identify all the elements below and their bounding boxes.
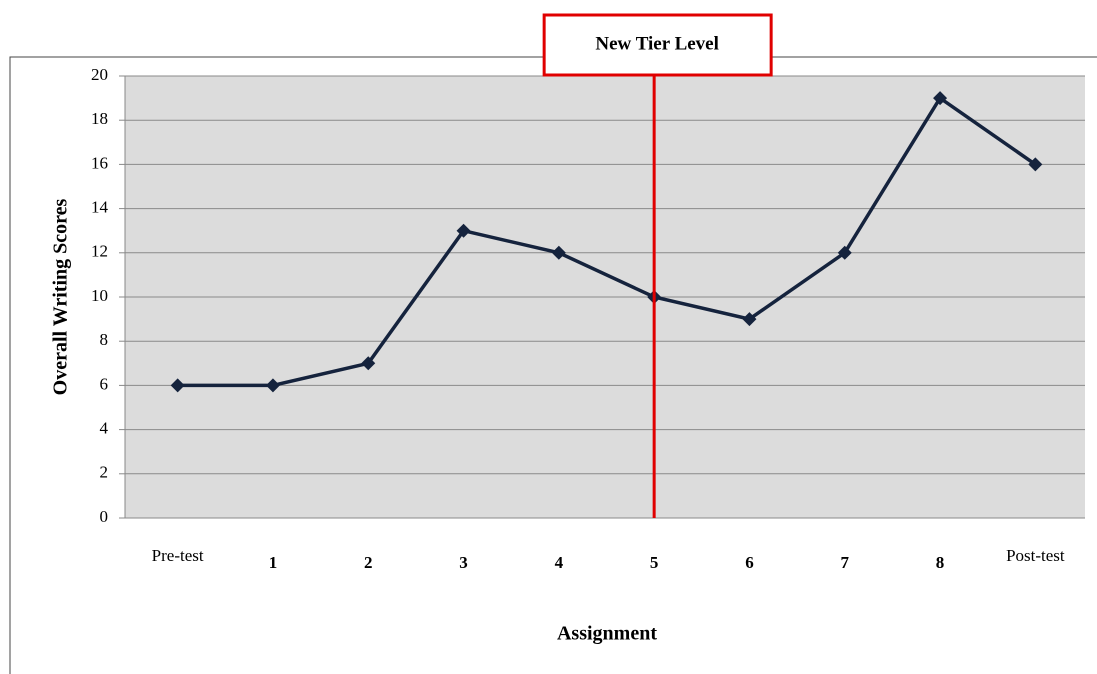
y-tick-label: 6 [100,374,109,393]
y-tick-label: 4 [100,419,109,438]
x-tick-label: 7 [841,553,850,572]
x-axis-label: Assignment [557,623,657,645]
x-tick-label: 3 [459,553,468,572]
y-tick-label: 2 [100,463,109,482]
y-tick-label: 8 [100,330,109,349]
chart: Overall Writing Scores Assignment 0 2 4 6 8 1… [0,0,1097,674]
x-tick-label: 8 [936,553,945,572]
x-tick-label: 4 [555,553,564,572]
y-tick-label: 10 [91,286,108,305]
y-tick-label: 16 [91,153,108,172]
x-tick-label: 6 [745,553,754,572]
y-tick-label: 12 [91,242,108,261]
annotation-text: New Tier Level [595,33,718,54]
x-tick-label: 2 [364,553,373,572]
y-tick-label: 20 [91,65,108,84]
y-tick-label: 18 [91,109,108,128]
y-tick-label: 0 [100,507,109,526]
y-tick-label: 14 [91,198,109,217]
x-tick-label: Pre-test [152,546,204,565]
x-tick-label: Post-test [1006,546,1065,565]
x-tick-label: 5 [650,553,659,572]
x-tick-label: 1 [269,553,278,572]
y-axis-label: Overall Writing Scores [50,198,72,395]
